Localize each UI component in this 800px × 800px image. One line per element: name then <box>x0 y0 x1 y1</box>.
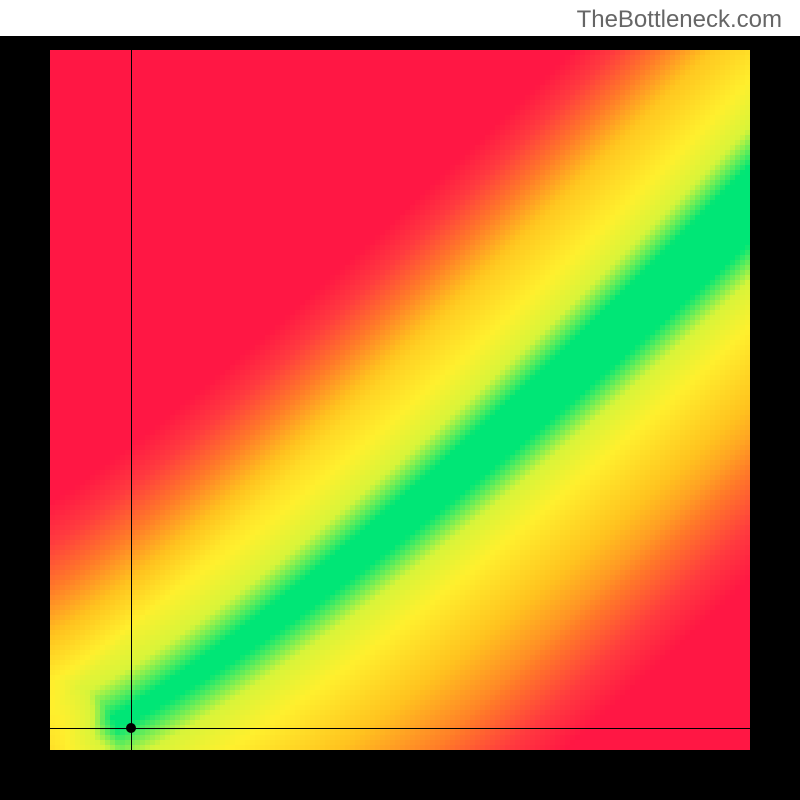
watermark-text: TheBottleneck.com <box>577 6 782 34</box>
heatmap-plot <box>50 50 750 750</box>
chart-frame <box>0 36 800 800</box>
heatmap-canvas <box>50 50 750 750</box>
crosshair-vertical <box>131 50 132 750</box>
crosshair-horizontal <box>50 728 750 729</box>
crosshair-marker <box>126 723 136 733</box>
